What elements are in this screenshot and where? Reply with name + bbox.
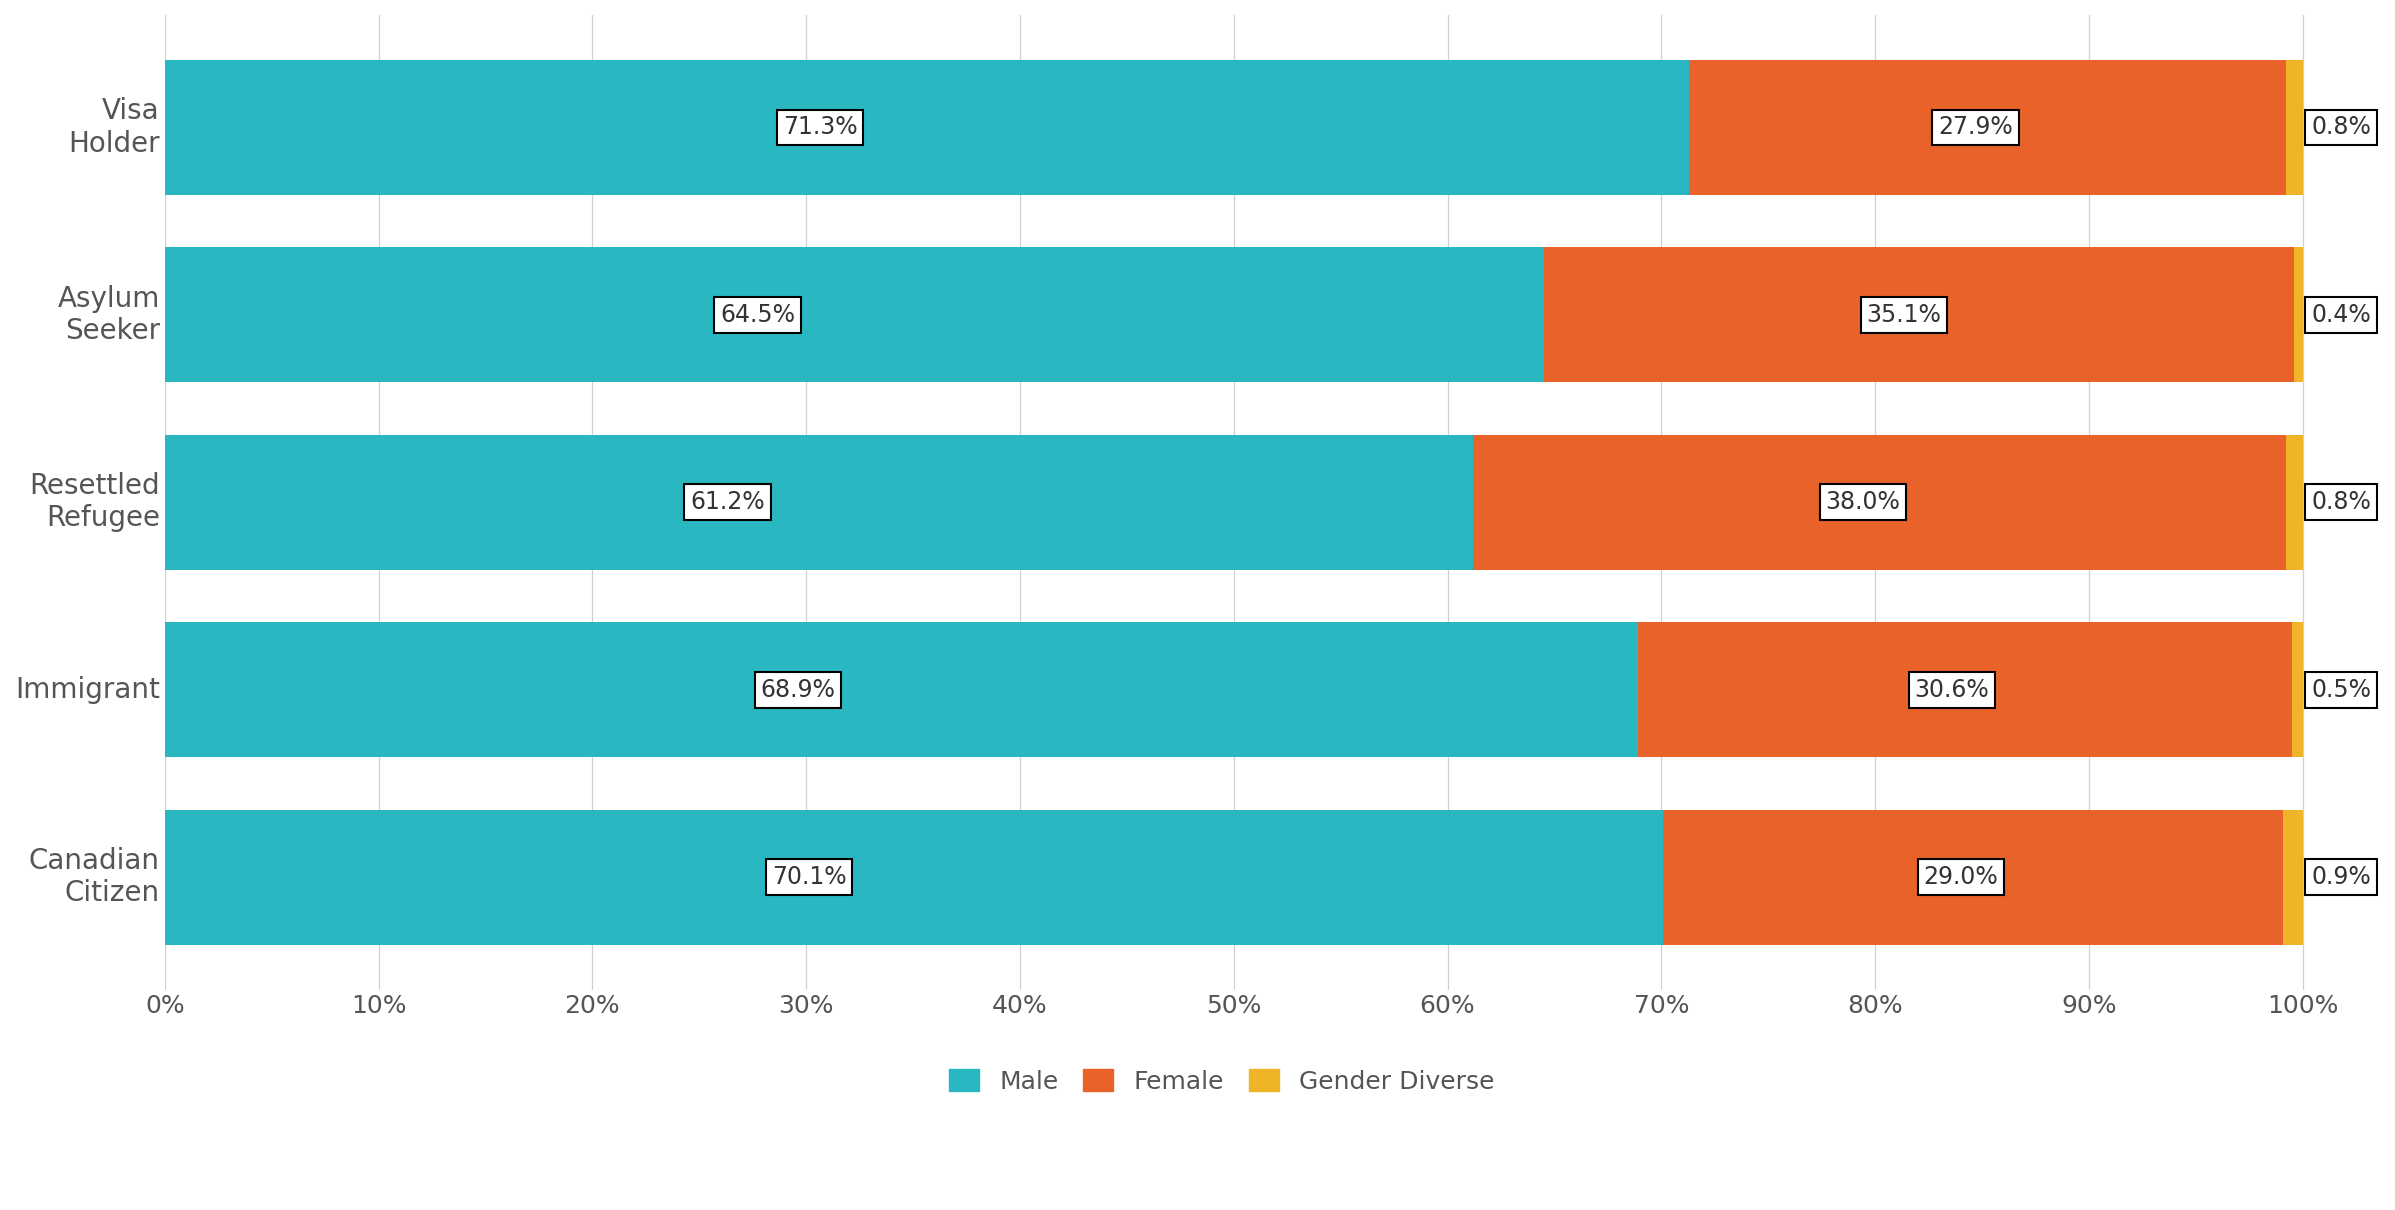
- Text: 70.1%: 70.1%: [771, 865, 845, 889]
- Bar: [2292, 622, 2302, 757]
- Bar: [1473, 434, 2285, 570]
- Legend: Male, Female, Gender Diverse: Male, Female, Gender Diverse: [939, 1059, 1504, 1104]
- Text: 38.0%: 38.0%: [1825, 490, 1902, 514]
- Bar: [165, 60, 1688, 195]
- Text: 71.3%: 71.3%: [783, 115, 857, 139]
- Text: 27.9%: 27.9%: [1938, 115, 2012, 139]
- Bar: [165, 247, 1545, 382]
- Bar: [2282, 809, 2302, 945]
- Text: 0.4%: 0.4%: [2311, 302, 2371, 327]
- Bar: [1688, 60, 2285, 195]
- Bar: [165, 809, 1665, 945]
- Text: 0.8%: 0.8%: [2311, 115, 2371, 139]
- Text: 29.0%: 29.0%: [1923, 865, 1997, 889]
- Text: 61.2%: 61.2%: [690, 490, 764, 514]
- Bar: [165, 434, 1473, 570]
- Text: 68.9%: 68.9%: [762, 678, 836, 702]
- Bar: [1638, 622, 2292, 757]
- Bar: [2285, 434, 2302, 570]
- Text: 64.5%: 64.5%: [721, 302, 795, 327]
- Bar: [2285, 60, 2302, 195]
- Bar: [2294, 247, 2302, 382]
- Bar: [165, 622, 1638, 757]
- Bar: [1545, 247, 2294, 382]
- Text: 0.9%: 0.9%: [2311, 865, 2371, 889]
- Bar: [1665, 809, 2282, 945]
- Text: 30.6%: 30.6%: [1914, 678, 1990, 702]
- Text: 0.8%: 0.8%: [2311, 490, 2371, 514]
- Text: 35.1%: 35.1%: [1866, 302, 1942, 327]
- Text: 0.5%: 0.5%: [2311, 678, 2371, 702]
